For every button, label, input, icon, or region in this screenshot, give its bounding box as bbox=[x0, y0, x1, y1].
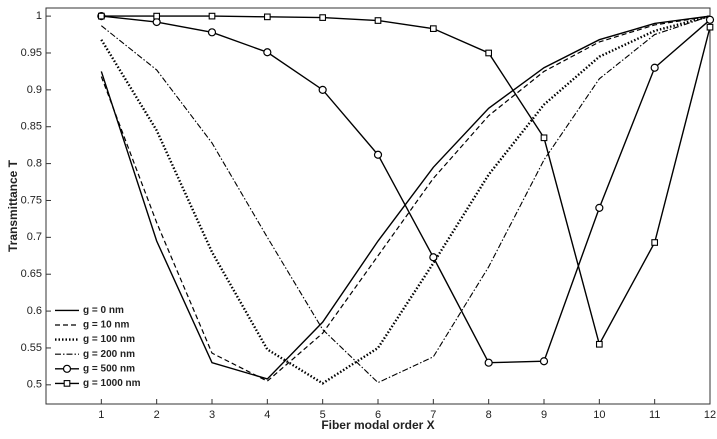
point bbox=[319, 14, 327, 21]
point bbox=[595, 203, 604, 212]
point bbox=[429, 25, 437, 32]
point bbox=[153, 12, 161, 20]
series-line bbox=[100, 15, 711, 384]
point bbox=[429, 253, 438, 262]
point bbox=[97, 12, 105, 20]
legend-box bbox=[51, 300, 143, 394]
point bbox=[540, 134, 548, 142]
point bbox=[318, 85, 327, 94]
series-line bbox=[101, 15, 711, 364]
legend-label: g = 10 nm bbox=[83, 320, 130, 331]
point bbox=[207, 28, 217, 37]
series-line bbox=[100, 15, 711, 382]
legend-label: g = 500 nm bbox=[83, 363, 135, 374]
y-axis-title: Transmittance T bbox=[6, 159, 20, 252]
x-tick-label: 9 bbox=[541, 409, 547, 421]
y-tick-label: 0.6 bbox=[27, 305, 42, 317]
legend-marker bbox=[62, 364, 72, 373]
point bbox=[263, 48, 272, 57]
point bbox=[650, 63, 659, 72]
x-tick-label: 8 bbox=[486, 409, 492, 421]
legend-marker bbox=[63, 380, 71, 387]
legend-label: g = 200 nm bbox=[83, 349, 135, 360]
y-tick-label: 0.5 bbox=[27, 379, 42, 391]
legend-label: g = 100 nm bbox=[83, 334, 135, 345]
point bbox=[651, 239, 659, 246]
point bbox=[539, 357, 549, 366]
point bbox=[484, 358, 493, 367]
y-tick-label: 0.85 bbox=[21, 121, 42, 133]
y-tick-label: 0.65 bbox=[21, 268, 42, 280]
point bbox=[373, 150, 383, 159]
x-tick-label: 10 bbox=[593, 409, 605, 421]
point bbox=[374, 17, 382, 24]
y-tick-label: 0.75 bbox=[21, 194, 42, 206]
x-tick-label: 7 bbox=[430, 409, 436, 421]
point bbox=[208, 12, 216, 20]
point bbox=[485, 49, 493, 57]
legend: g = 0 nm g = 10 nm g = 100 nm g = 200 nm g =… bbox=[51, 300, 143, 394]
y-tick-label: 0.7 bbox=[27, 231, 42, 243]
legend-label: g = 1000 nm bbox=[83, 378, 141, 389]
y-tick-label: 0.55 bbox=[21, 342, 42, 354]
series-line bbox=[100, 14, 711, 385]
x-tick-label: 4 bbox=[264, 409, 270, 421]
series-line bbox=[101, 15, 711, 347]
x-tick-label: 1 bbox=[98, 409, 104, 421]
x-tick-label: 12 bbox=[704, 409, 716, 421]
y-tick-label: 0.9 bbox=[27, 84, 42, 96]
point bbox=[152, 17, 161, 27]
point bbox=[595, 340, 603, 348]
y-tick-label: 1 bbox=[36, 10, 42, 22]
x-axis-title: Fiber modal order X bbox=[321, 418, 434, 432]
point bbox=[705, 15, 715, 24]
x-tick-label: 2 bbox=[154, 409, 160, 421]
x-tick-label: 3 bbox=[209, 409, 215, 421]
series-line bbox=[100, 15, 711, 380]
point bbox=[706, 23, 714, 31]
point bbox=[263, 13, 271, 21]
x-tick-label: 11 bbox=[649, 409, 660, 421]
legend-label: g = 0 nm bbox=[83, 305, 124, 316]
x-tick-label: 6 bbox=[375, 409, 381, 421]
x-tick-label: 5 bbox=[320, 409, 326, 421]
y-tick-label: 0.95 bbox=[21, 47, 42, 59]
y-tick-label: 0.8 bbox=[27, 158, 42, 170]
